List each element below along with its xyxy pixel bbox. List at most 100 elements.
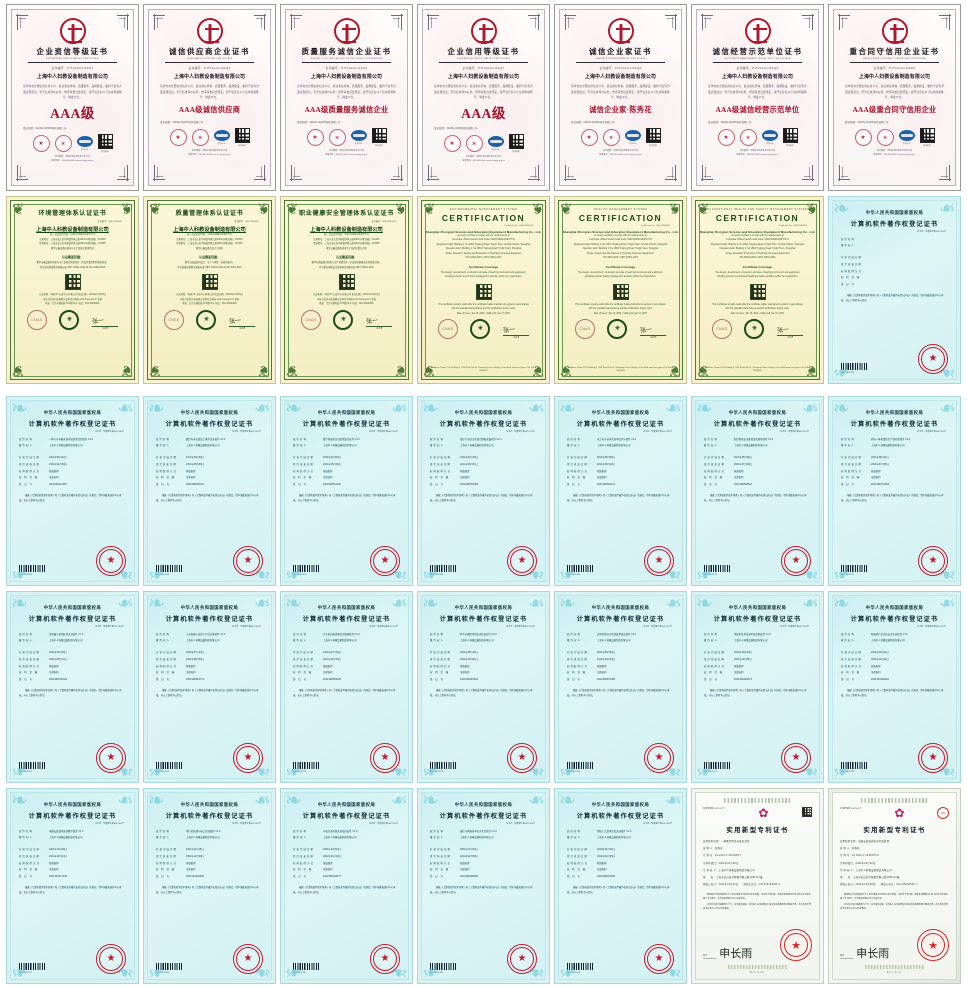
field-row: 软件名称 通信与网络技术实训平台软件 V1.0	[430, 830, 537, 834]
footer-row: No. 03128771 ★	[841, 546, 948, 576]
barcode-block: No. 03128764	[841, 363, 867, 374]
corner-ornament-icon	[288, 163, 304, 183]
field-key: 权 利 范 围	[293, 671, 313, 675]
barcode-icon	[293, 963, 319, 970]
field-list: 软件名称 电工电子技术实训考核评分软件 V1.0 著作权人 上海中人科教设备制造有限公…	[567, 438, 674, 491]
qr-code-icon[interactable]	[234, 128, 250, 144]
certificate-cell: ❧ ❧ ❧ ❧ 中华人民共和国国家版权局 计算机软件著作权登记证书 证书号：软著登字第001…	[828, 396, 961, 586]
software-copyright-certificate[interactable]: ❧ ❧ ❧ ❧ 中华人民共和国国家版权局 计算机软件著作权登记证书 证书号：软著登字第001…	[417, 788, 550, 984]
field-value: 原始取得	[186, 664, 196, 668]
software-copyright-certificate[interactable]: ❧ ❧ ❧ ❧ 中华人民共和国国家版权局 计算机软件著作权登记证书 证书号：软著登字第001…	[554, 396, 687, 586]
field-list: 软件名称 焊接工艺虚拟仿真实训软件 V1.0 著作权人 上海中人科教设备制造有限公司开…	[567, 830, 674, 883]
utility-model-patent-certificate[interactable]: 实用新型第 9876544 号 ✿ CN 实用新型专利证书 实用新型名称：电梯安装维修实…	[828, 788, 961, 984]
issuing-authority: 中华人民共和国国家版权局	[454, 410, 513, 415]
software-copyright-certificate[interactable]: ❧ ❧ ❧ ❧ 中华人民共和国国家版权局 计算机软件著作权登记证书 证书号：软著登字第001…	[691, 591, 824, 783]
software-copyright-certificate[interactable]: ❧ ❧ ❧ ❧ 中华人民共和国国家版权局 计算机软件著作权登记证书 证书号：软著登字第001…	[143, 591, 276, 783]
qr-code-icon[interactable]	[782, 128, 798, 144]
flourish-ornament-icon: ❧	[117, 400, 134, 420]
field-value: 2021SR1192845	[186, 875, 204, 879]
certificate-grade: AAA级	[461, 105, 506, 121]
software-copyright-certificate[interactable]: ❧ ❧ ❧ ❧ 中华人民共和国国家版权局 计算机软件著作权登记证书 证书号：软著登字第001…	[417, 591, 550, 783]
software-copyright-certificate[interactable]: ❧ ❧ ❧ ❧ 中华人民共和国国家版权局 计算机软件著作权登记证书 证书号：软著登字第001…	[143, 396, 276, 586]
field-row: 权利取得方式 原始取得	[430, 470, 537, 474]
field-key: 权 利 范 围	[293, 476, 313, 480]
field-row: 首次发表日期 2021年12月10日	[19, 855, 126, 859]
software-copyright-certificate[interactable]: ❧ ❧ ❧ ❧ 中华人民共和国国家版权局 计算机软件著作权登记证书 证书号：软著登字第001…	[691, 396, 824, 586]
qr-code-icon[interactable]	[371, 128, 387, 144]
credit-certificate[interactable]: 诚信企业家证书 CREDIBLE ENTREPRENEUR CERTIFICATE…	[554, 4, 687, 191]
credit-certificate[interactable]: 诚信经营示范单位证书 GOOD FAITH MANAGEMENT MODEL UN…	[691, 4, 824, 191]
field-key: 首次发表日期	[430, 462, 451, 466]
iso-certificate[interactable]: ❦ ❦ ❦ ❦ 环境管理体系认证证书 证书编号：00E24200061 上海中人科教设备制造…	[6, 196, 139, 384]
software-copyright-certificate[interactable]: ❧ ❧ ❧ ❧ 中华人民共和国国家版权局 计算机软件著作权登记证书 证书号：软著登字第001…	[417, 396, 550, 586]
qr-code-icon[interactable]	[64, 274, 81, 290]
qr-code-icon[interactable]	[802, 807, 812, 817]
utility-model-patent-certificate[interactable]: 实用新型第 9876543 号 ✿ 实用新型专利证书 实用新型名称：一种教学用多功能实…	[691, 788, 824, 984]
qr-code-icon[interactable]	[201, 274, 218, 290]
corner-ornament-icon	[425, 12, 441, 32]
software-copyright-certificate[interactable]: ❧ ❧ ❧ ❧ 中华人民共和国国家版权局 计算机软件著作权登记证书 证书号：软著登字第001…	[828, 396, 961, 586]
software-copyright-certificate[interactable]: ❧ ❧ ❧ ❧ 中华人民共和国国家版权局 计算机软件著作权登记证书 证书号：软著登字第001…	[280, 591, 413, 783]
field-value: 2021年06月11日	[871, 456, 889, 460]
qr-code-icon[interactable]	[475, 283, 492, 300]
verification-logo-wrap: 官方认证	[350, 130, 367, 145]
credit-certificate[interactable]: 企业资信等级证书 ENTERPRISE CREDIT RATING CERTIFI…	[6, 4, 139, 191]
certificate-body: ❧ ❧ ❧ ❧ 中华人民共和国国家版权局 计算机软件著作权登记证书 证书号：软著登字第001…	[558, 595, 683, 779]
flourish-ornament-icon: ❧	[665, 792, 682, 812]
iso-certificate[interactable]: ❦ ❦ ❦ ❦ ENVIRONMENTAL MANAGEMENT SYSTEM CERTI…	[417, 196, 550, 384]
qr-code-icon[interactable]	[645, 128, 661, 144]
field-value: 一种汽车电器实训考核装置控制软件 V1.0	[49, 437, 93, 441]
software-copyright-certificate[interactable]: ❧ ❧ ❧ ❧ 中华人民共和国国家版权局 计算机软件著作权登记证书 证书号：软著登字第001…	[554, 788, 687, 984]
field-row: 权利取得方式 原始取得	[704, 665, 811, 669]
certificate-body: ❦ ❦ ❦ ❦ 环境管理体系认证证书 证书编号：00E24200061 上海中人科教设备制造…	[10, 200, 135, 380]
field-row: 软件名称 新能源汽车高压安全实训软件 V1.0	[841, 633, 948, 637]
qr-code-icon[interactable]	[919, 128, 935, 144]
credit-certificate[interactable]: 企业信用等级证书 ENTERPRISE CREDIT RATING CERTIFI…	[417, 4, 550, 191]
qr-code-icon[interactable]	[508, 134, 524, 150]
field-row: 登 记 号 2021SR1026374	[704, 678, 811, 682]
credit-certificate[interactable]: 重合同守信用企业证书 CREDIT BOND CONTRACT OBSERVING…	[828, 4, 961, 191]
field-value: 2021年05月08日	[597, 456, 615, 460]
vine-ornament-icon: ❦	[668, 362, 681, 379]
iso-certificate[interactable]: ❦ ❦ ❦ ❦ OCCUPATIONAL HEALTH AND SAFETY MANAG…	[691, 196, 824, 384]
field-row: 著作权人	[841, 244, 948, 248]
qr-wrap: 防伪查询	[919, 128, 935, 147]
field-value: 上海中人科教设备制造有限公司	[186, 836, 220, 840]
software-copyright-certificate[interactable]: ❧ ❧ ❧ ❧ 中华人民共和国国家版权局 计算机软件著作权登记证书 证书号：软著登字第001…	[6, 396, 139, 586]
software-copyright-certificate[interactable]: ❧ ❧ ❧ ❧ 中华人民共和国国家版权局 计算机软件著作权登记证书 证书号：软著登字第001…	[6, 591, 139, 783]
vine-ornament-icon: ❦	[286, 201, 299, 218]
software-copyright-certificate[interactable]: ❧ ❧ ❧ ❧ 中华人民共和国国家版权局 计算机软件著作权登记证书 证书号：软著登字第001…	[828, 591, 961, 783]
qr-code-icon[interactable]	[749, 283, 766, 300]
field-row: 登 记 号 2021SR0712903	[841, 483, 948, 487]
footer-line: 本证书信息可在国家认监委官方网站 www.cnca.gov.cn 查询	[180, 298, 239, 301]
official-red-seal-icon: ★	[96, 944, 126, 974]
software-copyright-certificate[interactable]: ❧ ❧ ❧ ❧ 中华人民共和国国家版权局 计算机软件著作权登记证书 证书号：软著登字第001…	[554, 591, 687, 783]
software-copyright-certificate[interactable]: ❧ ❧ ❧ ❧ 中华人民共和国国家版权局 计算机软件著作权登记证书 证书号：软著登字第001…	[280, 396, 413, 586]
flourish-ornament-icon: ❧	[559, 400, 576, 420]
software-copyright-certificate[interactable]: ❧ ❧ ❧ ❧ 中华人民共和国国家版权局 计算机软件著作权登记证书 证书号：软著登字第001…	[143, 788, 276, 984]
software-copyright-certificate[interactable]: ❧ ❧ ❧ ❧ 中华人民共和国国家版权局 计算机软件著作权登记证书 证书号：软著登字第001…	[280, 788, 413, 984]
certificate-cell: 企业信用等级证书 ENTERPRISE CREDIT RATING CERTIFI…	[417, 4, 550, 191]
field-key: 权利取得方式	[19, 664, 40, 668]
credit-certificate[interactable]: 质量服务诚信企业证书 INTEGRITY OF THE SERVICE OF TH…	[280, 4, 413, 191]
software-copyright-certificate[interactable]: ❧ ❧ ❧ ❧ 中华人民共和国国家版权局 计算机软件著作权登记证书 证书号：软著登字第001…	[6, 788, 139, 984]
field-row: 软件名称 汽车发动机拆装实训管理软件 V1.0	[293, 633, 400, 637]
certificate-title: 重合同守信用企业证书	[849, 47, 940, 56]
field-key: 开发完成日期	[156, 651, 177, 655]
iso-certificate[interactable]: ❦ ❦ ❦ ❦ 职业健康安全管理体系认证证书 证书编号：00S24200063 上海中人科教…	[280, 196, 413, 384]
detail-line: 教学仪器设备的研发生产及相关职业活动	[326, 247, 367, 250]
official-red-seal-icon: ★	[370, 944, 400, 974]
iso-certificate[interactable]: ❦ ❦ ❦ ❦ 质量管理体系认证证书 证书编号：00Q24200062 上海中人科教设备制造…	[143, 196, 276, 384]
qr-code-icon[interactable]	[97, 134, 113, 150]
field-value: 原始取得	[871, 664, 881, 668]
iso-certificate[interactable]: ❦ ❦ ❦ ❦ QUALITY MANAGEMENT SYSTEM CERTIFICATI…	[554, 196, 687, 384]
serial-number: No. 03128781	[293, 972, 307, 974]
qr-code-icon[interactable]	[338, 274, 355, 290]
software-copyright-certificate[interactable]: ❧ ❧ ❧ ❧ 中华人民共和国国家版权局 计算机软件著作权登记证书 证书号：软著登字第001…	[828, 196, 961, 384]
field-value: 2021年08月30日	[186, 657, 204, 661]
field-row: 著作权人 上海中人科教设备制造有限公司	[156, 639, 263, 643]
corner-ornament-icon	[288, 12, 304, 32]
qr-code-icon[interactable]	[612, 283, 629, 300]
signature-block: 张一 总经理	[777, 324, 804, 339]
credit-certificate[interactable]: 诚信供应商企业证书 HONORABLE SUPPLIER CERTIFICATE 证…	[143, 4, 276, 191]
